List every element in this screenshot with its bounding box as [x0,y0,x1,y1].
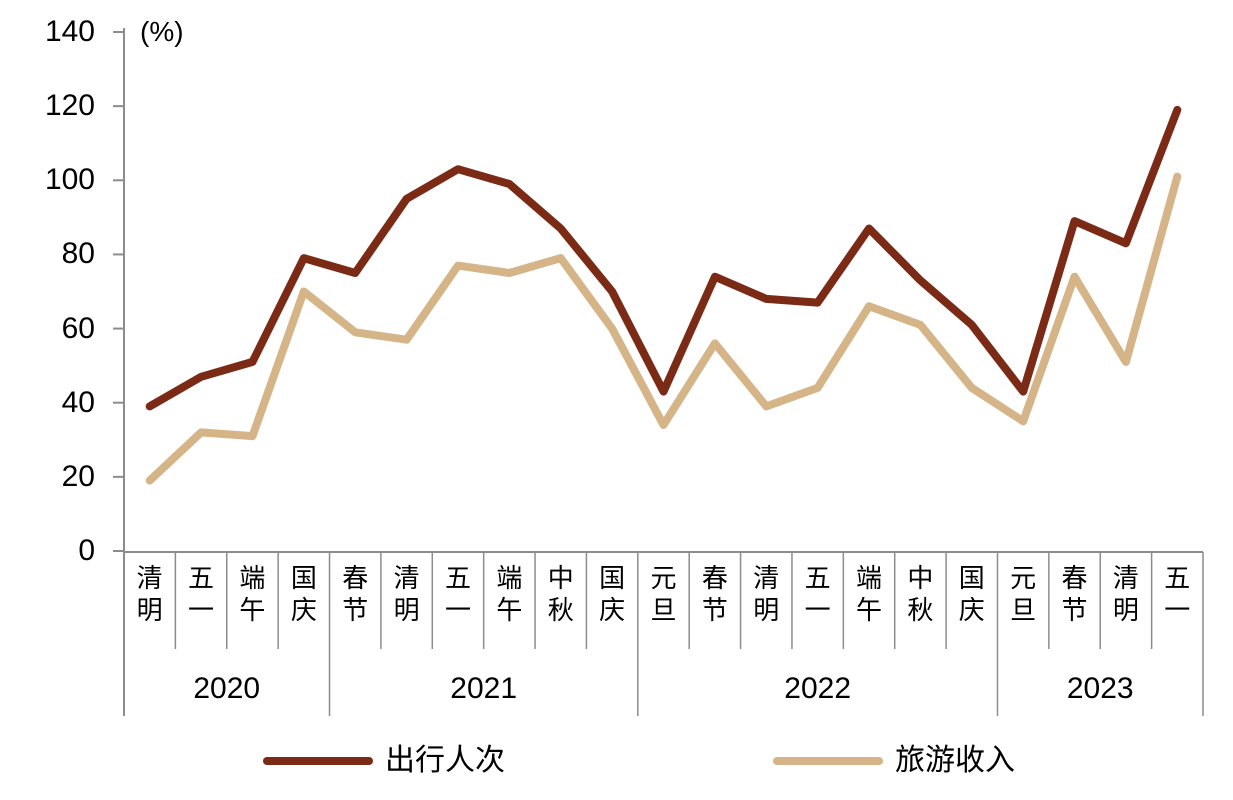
x-axis-year-label: 2020 [193,672,261,705]
x-axis-category-label: 清明 [741,562,792,626]
x-axis-category-text: 中秋 [547,563,574,625]
x-axis-category-label: 春节 [1049,562,1100,626]
x-axis-category-label: 国庆 [946,562,997,626]
x-axis-category-label: 春节 [330,562,381,626]
y-axis-tick-label: 20 [61,459,95,493]
y-axis-tick-label: 120 [44,89,95,123]
x-axis-year-label: 2022 [784,672,852,705]
x-axis-category-text: 春节 [701,563,728,625]
x-axis-category-text: 清明 [753,563,780,625]
x-axis-category-label: 五一 [1152,562,1203,626]
y-axis-tick-label: 0 [78,534,95,567]
y-axis-tick-label: 40 [61,385,95,419]
x-axis-year-label: 2021 [450,672,518,705]
x-axis-category-text: 端午 [496,563,523,625]
series-line-revenue [145,172,1182,485]
x-axis-category-label: 清明 [124,562,175,626]
x-axis-category-text: 元旦 [650,563,677,625]
x-axis-category-label: 端午 [843,562,894,626]
y-axis-tick-label: 80 [61,237,95,271]
x-axis-category-text: 五一 [188,563,215,625]
x-axis-category-text: 端午 [856,563,883,625]
legend-swatch [263,757,373,765]
x-axis-category-label: 五一 [792,562,843,626]
x-axis-category-label: 清明 [381,562,432,626]
y-axis-unit-label: (%) [140,16,184,47]
x-axis-category-label: 端午 [227,562,278,626]
x-axis-category-text: 中秋 [907,563,934,625]
x-axis-category-label: 中秋 [535,562,586,626]
x-axis-category-label: 五一 [175,562,226,626]
legend-label: 旅游收入 [895,744,1015,777]
x-axis-category-label: 元旦 [638,562,689,626]
x-axis-category-text: 清明 [393,563,420,625]
x-axis-category-text: 清明 [136,563,163,625]
x-axis-category-text: 端午 [239,563,266,625]
x-axis-category-label: 端午 [484,562,535,626]
x-axis-category-label: 春节 [689,562,740,626]
x-axis-category-label: 国庆 [586,562,637,626]
x-axis-category-text: 五一 [1164,563,1191,625]
x-axis-category-text: 五一 [804,563,831,625]
x-axis-category-text: 国庆 [958,563,985,625]
x-axis-category-text: 清明 [1112,563,1139,625]
y-axis-tick-label: 140 [44,15,95,48]
x-axis-category-text: 五一 [444,563,471,625]
x-axis-category-label: 五一 [432,562,483,626]
x-axis-category-text: 国庆 [290,563,317,625]
x-axis-year-label: 2023 [1066,672,1134,705]
x-axis-category-label: 元旦 [997,562,1048,626]
x-axis-category-label: 中秋 [895,562,946,626]
y-axis-tick-label: 100 [44,163,95,197]
x-axis-category-text: 春节 [1061,563,1088,625]
x-axis-category-text: 元旦 [1010,563,1037,625]
legend-label: 出行人次 [385,744,505,777]
x-axis-category-label: 清明 [1100,562,1151,626]
series-line-trips [145,105,1182,411]
x-axis-category-text: 春节 [342,563,369,625]
x-axis-category-label: 国庆 [278,562,329,626]
legend-swatch [773,757,883,765]
y-axis-tick-label: 60 [61,311,95,345]
x-axis-category-text: 国庆 [599,563,626,625]
